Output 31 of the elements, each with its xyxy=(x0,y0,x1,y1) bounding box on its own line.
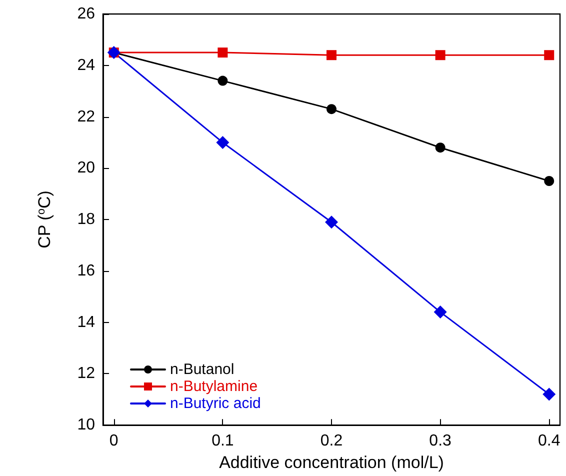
y-tick-label: 24 xyxy=(77,56,96,74)
y-tick-label: 10 xyxy=(77,416,96,434)
point xyxy=(544,50,554,60)
y-tick-label: 14 xyxy=(77,314,96,331)
y-axis-title: CP (oC) xyxy=(35,190,54,248)
point xyxy=(434,306,447,319)
x-axis-title: Additive concentration (mol/L) xyxy=(219,453,444,472)
y-tick-label: 26 xyxy=(77,6,96,22)
y-tick-label: 18 xyxy=(77,211,96,228)
legend-label: n-Butyric acid xyxy=(170,395,261,412)
y-tick-label: 20 xyxy=(77,160,96,177)
y-tick-label: 12 xyxy=(77,365,96,382)
x-tick-label: 0.4 xyxy=(538,432,560,450)
y-tick-label: 16 xyxy=(77,262,96,280)
x-tick-label: 0.1 xyxy=(212,432,234,450)
point xyxy=(435,50,446,60)
x-tick-label: 0.3 xyxy=(429,432,452,450)
legend-label: n-Butylamine xyxy=(170,378,258,395)
x-tick-label: 0.2 xyxy=(320,432,343,450)
point xyxy=(544,176,554,186)
point xyxy=(218,48,228,58)
x-tick-label: 0 xyxy=(109,432,118,450)
point xyxy=(325,216,338,229)
point xyxy=(216,136,230,149)
point xyxy=(326,50,336,60)
point xyxy=(326,104,336,114)
legend-label: n-Butanol xyxy=(170,361,234,378)
point xyxy=(435,142,446,153)
y-tick-label: 22 xyxy=(77,108,96,126)
point xyxy=(218,76,228,86)
point xyxy=(542,388,556,401)
